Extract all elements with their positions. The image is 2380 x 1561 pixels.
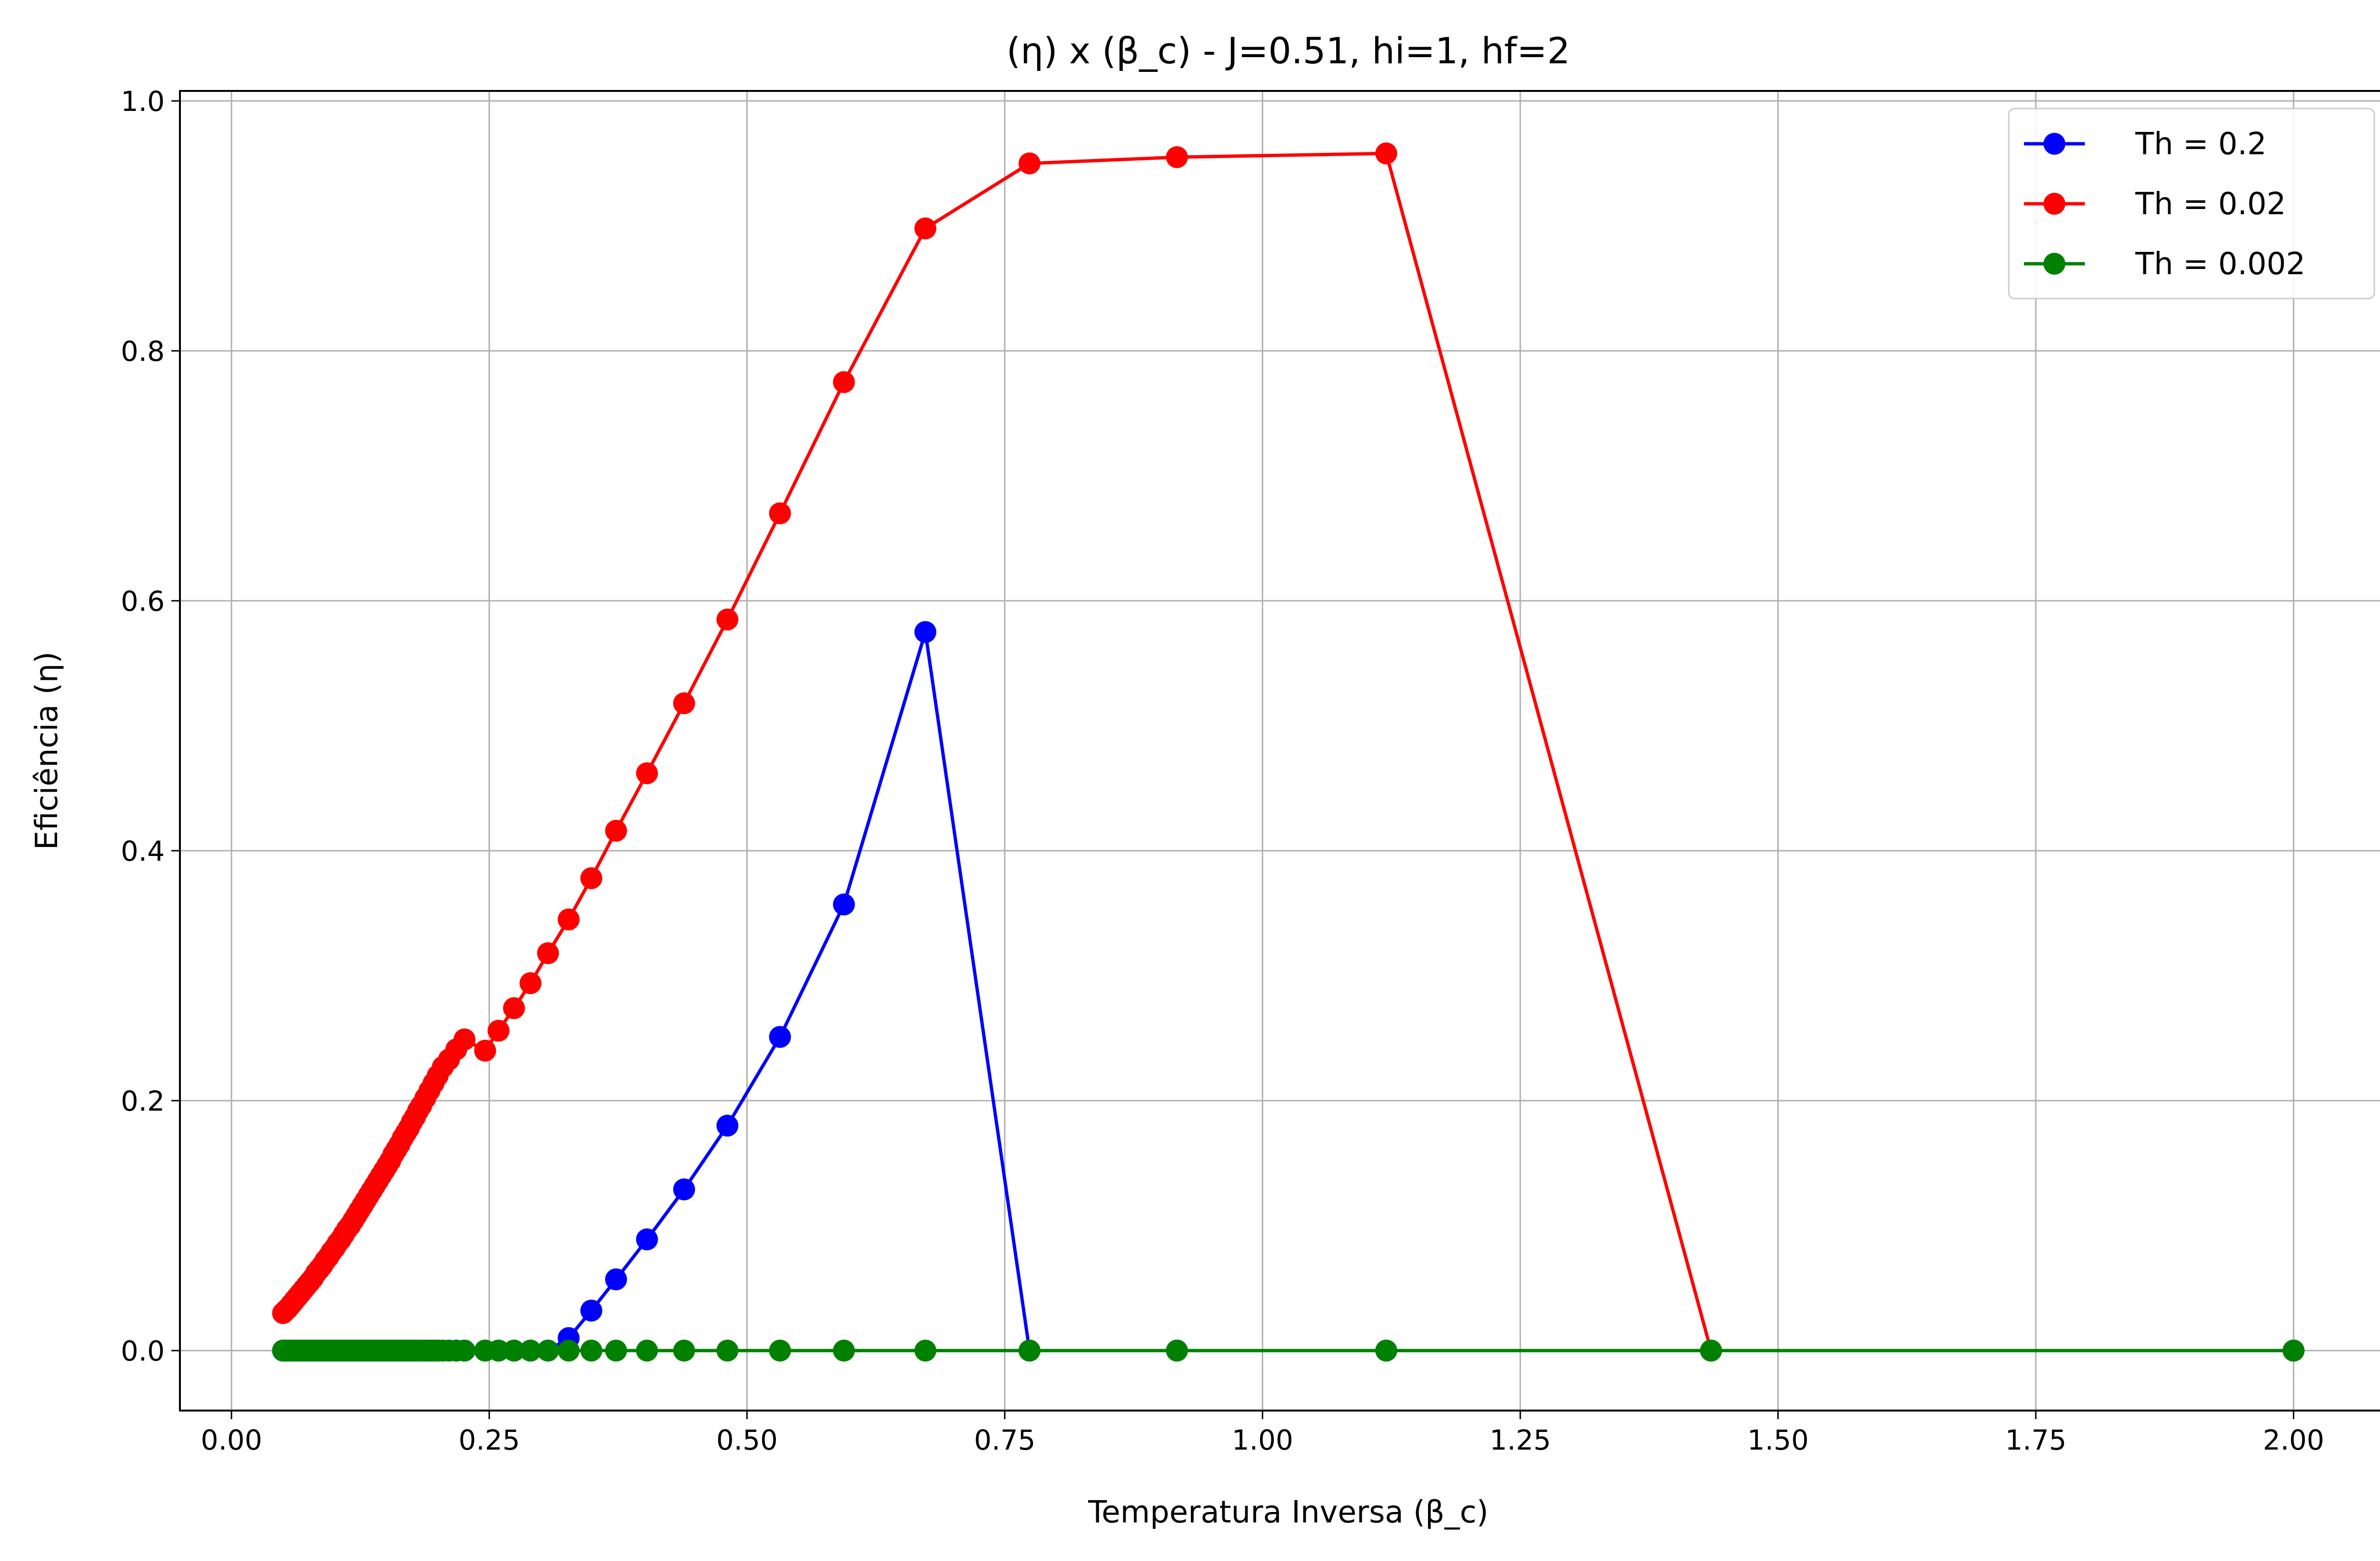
x-tick-label: 1.00 bbox=[1232, 1424, 1293, 1456]
data-point bbox=[716, 608, 739, 631]
legend-label: Th = 0.02 bbox=[2135, 187, 2286, 222]
x-tick-label: 0.50 bbox=[716, 1424, 778, 1456]
data-point bbox=[833, 893, 855, 915]
axis-ticks: 0.00 0.25 0.50 0.75 1.00 1.25 1.50 1.75 2.00 0.0 0… bbox=[121, 85, 2324, 1456]
x-tick-label: 1.75 bbox=[2005, 1424, 2066, 1456]
data-point bbox=[474, 1040, 496, 1062]
data-point bbox=[673, 692, 695, 715]
data-point bbox=[557, 1340, 580, 1362]
data-point bbox=[716, 1114, 739, 1137]
plot-frame bbox=[179, 90, 2380, 1412]
data-point bbox=[914, 1340, 937, 1362]
data-point bbox=[833, 371, 855, 393]
data-point bbox=[519, 1340, 542, 1362]
data-point bbox=[769, 502, 791, 525]
data-point bbox=[1018, 152, 1041, 175]
data-point bbox=[636, 1340, 658, 1362]
x-tick-label: 1.25 bbox=[1489, 1424, 1551, 1456]
y-tick-label: 1.0 bbox=[121, 85, 165, 118]
legend-marker bbox=[2043, 253, 2065, 275]
x-tick-label: 1.50 bbox=[1747, 1424, 1809, 1456]
plot-series bbox=[272, 142, 2305, 1362]
data-point bbox=[1375, 142, 1398, 165]
data-point bbox=[636, 762, 658, 785]
data-point bbox=[1166, 146, 1188, 169]
data-point bbox=[1166, 1340, 1188, 1362]
data-point bbox=[914, 217, 937, 239]
chart-title: (η) x (β_c) - J=0.51, hi=1, hf=2 bbox=[1006, 30, 1570, 72]
legend-label: Th = 0.2 bbox=[2135, 127, 2267, 162]
data-point bbox=[636, 1228, 658, 1251]
y-tick-label: 0.8 bbox=[121, 335, 165, 368]
y-tick-label: 0.2 bbox=[121, 1085, 165, 1117]
data-point bbox=[716, 1340, 739, 1362]
data-point bbox=[1018, 1340, 1041, 1362]
legend-marker bbox=[2043, 133, 2065, 155]
data-point bbox=[914, 621, 937, 643]
data-point bbox=[1375, 1340, 1398, 1362]
data-point bbox=[673, 1340, 695, 1362]
data-point bbox=[2282, 1340, 2305, 1362]
legend-marker bbox=[2043, 193, 2065, 215]
x-tick-label: 0.75 bbox=[974, 1424, 1035, 1456]
data-point bbox=[557, 908, 580, 931]
data-point bbox=[769, 1340, 791, 1362]
data-point bbox=[453, 1340, 476, 1362]
data-point bbox=[580, 1340, 603, 1362]
series-1 bbox=[272, 142, 2305, 1362]
legend-label: Th = 0.002 bbox=[2135, 247, 2305, 282]
data-point bbox=[833, 1340, 855, 1362]
x-tick-label: 0.25 bbox=[458, 1424, 520, 1456]
data-point bbox=[605, 820, 627, 842]
data-point bbox=[580, 867, 603, 889]
legend: Th = 0.2 Th = 0.02 Th = 0.002 bbox=[2008, 108, 2375, 299]
data-point bbox=[537, 942, 559, 964]
data-point bbox=[580, 1300, 603, 1322]
data-point bbox=[605, 1340, 627, 1362]
data-point bbox=[503, 1340, 525, 1362]
data-point bbox=[769, 1026, 791, 1048]
y-axis-label: Eficiência (η) bbox=[30, 652, 65, 850]
data-point bbox=[487, 1340, 510, 1362]
data-point bbox=[605, 1268, 627, 1291]
y-tick-label: 0.0 bbox=[121, 1335, 165, 1367]
legend-box bbox=[2008, 108, 2375, 299]
x-axis-label: Temperatura Inversa (β_c) bbox=[1088, 1495, 1488, 1530]
y-tick-label: 0.6 bbox=[121, 585, 165, 617]
data-point bbox=[1700, 1340, 1722, 1362]
data-point bbox=[503, 997, 525, 1019]
y-tick-label: 0.4 bbox=[121, 835, 165, 867]
data-point bbox=[487, 1020, 510, 1042]
x-tick-label: 0.00 bbox=[201, 1424, 262, 1456]
data-point bbox=[453, 1028, 476, 1051]
data-point bbox=[519, 972, 542, 994]
x-tick-label: 2.00 bbox=[2263, 1424, 2324, 1456]
data-point bbox=[537, 1340, 559, 1362]
data-point bbox=[673, 1178, 695, 1201]
series-2 bbox=[272, 1340, 2305, 1362]
